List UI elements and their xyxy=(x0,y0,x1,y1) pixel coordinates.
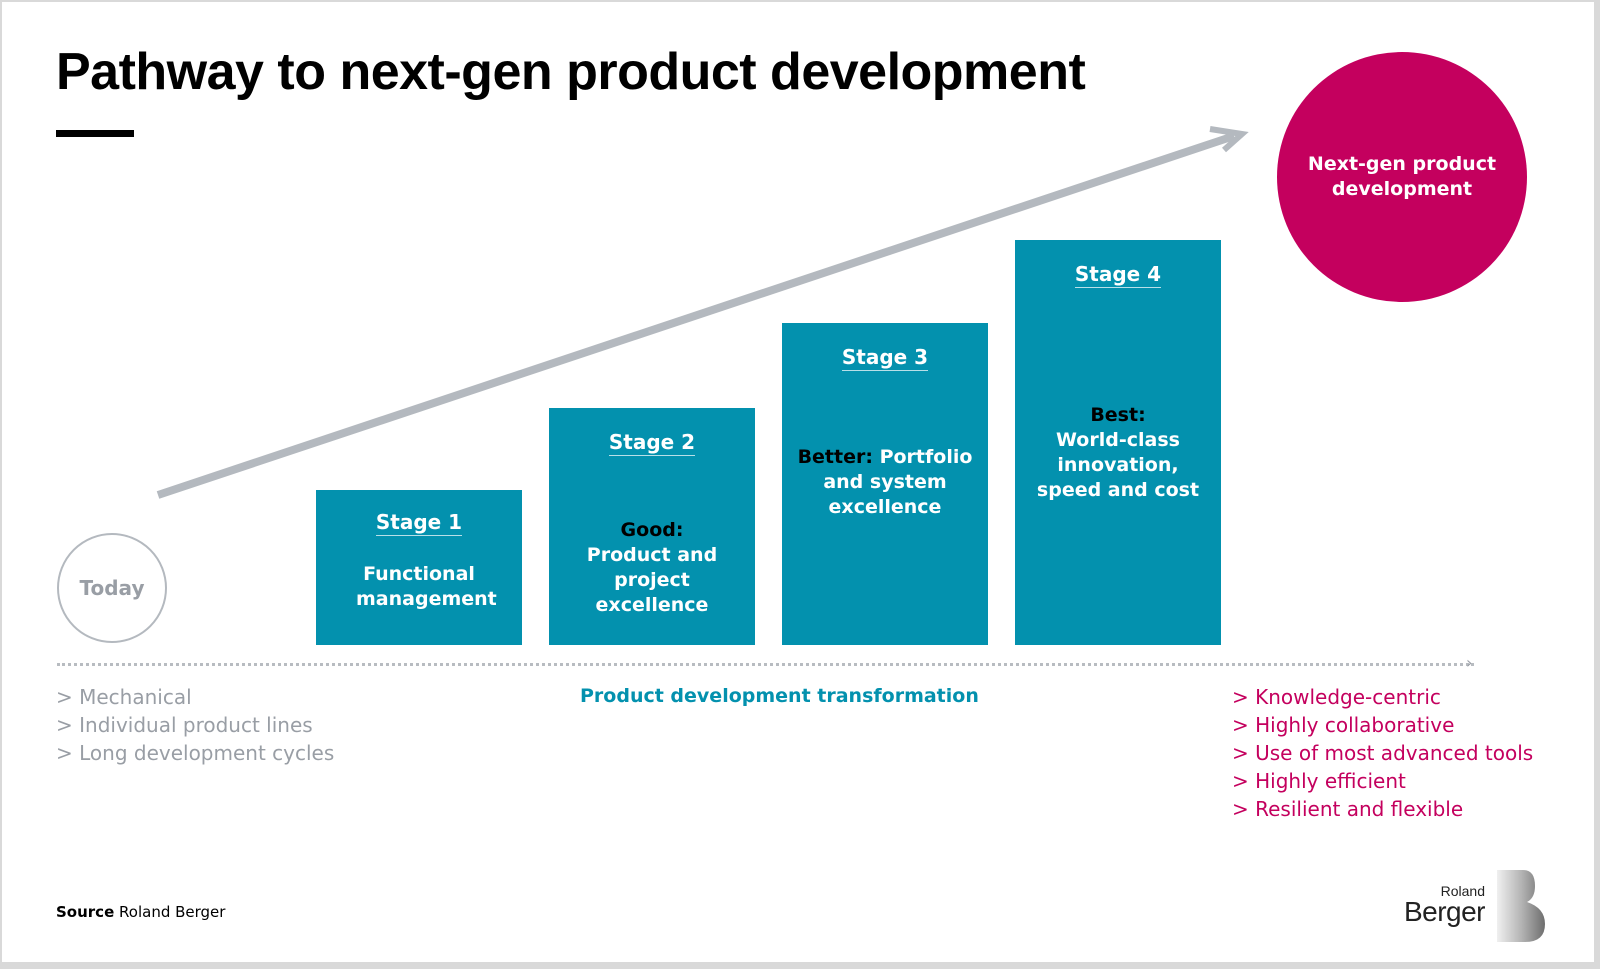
logo-line2: Berger xyxy=(1403,896,1486,927)
source-value: Roland Berger xyxy=(119,903,226,921)
today-label: Today xyxy=(79,576,145,600)
stage-4-box: Stage 4 Best: World-class innovation, sp… xyxy=(1015,240,1221,645)
chevron-right-icon: › xyxy=(1466,653,1473,672)
list-item: > Knowledge-centric xyxy=(1232,685,1441,709)
list-item: > Resilient and flexible xyxy=(1232,797,1464,821)
logo-b-mark-icon xyxy=(1497,870,1545,942)
list-item: > Long development cycles xyxy=(56,741,335,765)
stage-title: Stage 2 xyxy=(608,430,696,456)
goal-label: Next-gen product development xyxy=(1307,153,1497,200)
stage-lead: Best: xyxy=(1090,404,1146,426)
stage-title: Stage 3 xyxy=(841,345,929,371)
stage-description: Product and project excellence xyxy=(586,544,718,616)
stage-lead: Better: xyxy=(797,446,873,468)
logo-line1: Roland xyxy=(1440,883,1485,899)
list-item: > Highly efficient xyxy=(1232,769,1406,793)
stage-description: Portfolio and system excellence xyxy=(823,446,973,518)
nextgen-goal-circle: Next-gen product development xyxy=(1277,52,1527,302)
stage-title: Stage 4 xyxy=(1074,262,1162,288)
title-underline xyxy=(56,130,134,137)
list-item: > Highly collaborative xyxy=(1232,713,1455,737)
stage-title: Stage 1 xyxy=(375,510,463,536)
stage-1-box: Stage 1 Functional management xyxy=(316,490,522,645)
nextgen-traits-list: > Knowledge-centric > Highly collaborati… xyxy=(1232,683,1533,823)
stage-lead: Good: xyxy=(620,519,684,541)
stage-description: World-class innovation, speed and cost xyxy=(1036,429,1200,501)
stage-2-box: Stage 2 Good: Product and project excell… xyxy=(549,408,755,645)
list-item: > Individual product lines xyxy=(56,713,313,737)
list-item: > Use of most advanced tools xyxy=(1232,741,1534,765)
source-label: Source xyxy=(56,903,115,921)
stage-3-box: Stage 3 Better: Portfolio and system exc… xyxy=(782,323,988,645)
page-title: Pathway to next-gen product development xyxy=(56,43,1086,101)
stage-description: Functional management xyxy=(356,563,497,610)
list-item: > Mechanical xyxy=(56,685,192,709)
transformation-label: Product development transformation xyxy=(580,685,979,707)
timeline-dotted-line xyxy=(57,663,1474,666)
today-circle: Today xyxy=(57,533,167,643)
source-note: Source Roland Berger xyxy=(56,903,225,921)
roland-berger-logo: Roland Berger xyxy=(1397,868,1547,944)
today-traits-list: > Mechanical > Individual product lines … xyxy=(56,683,334,767)
